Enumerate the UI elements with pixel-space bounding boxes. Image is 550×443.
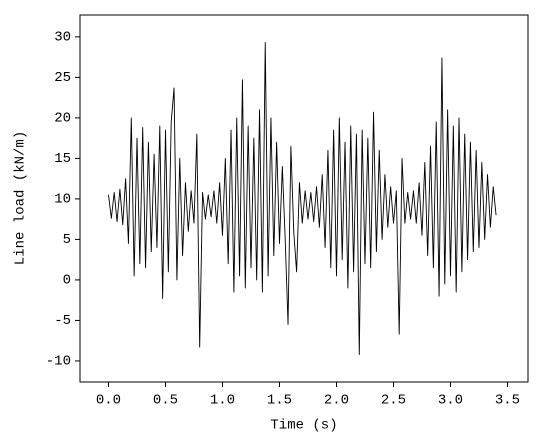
y-tick-label: -10 <box>46 354 71 370</box>
y-tick-label: 25 <box>54 70 71 86</box>
x-tick-label: 3.0 <box>438 393 463 409</box>
y-tick-label: 5 <box>63 232 71 248</box>
x-tick-label: 3.5 <box>495 393 520 409</box>
x-tick-label: 1.5 <box>267 393 292 409</box>
x-tick-label: 0.0 <box>96 393 121 409</box>
x-axis-label: Time (s) <box>270 418 337 434</box>
y-tick-label: 15 <box>54 151 71 167</box>
x-tick-label: 2.0 <box>324 393 349 409</box>
x-tick-label: 1.0 <box>210 393 235 409</box>
x-tick-label: 0.5 <box>153 393 178 409</box>
y-axis-label: Line load (kN/m) <box>13 131 29 265</box>
y-tick-label: 20 <box>54 111 71 127</box>
y-tick-label: 30 <box>54 30 71 46</box>
y-tick-label: -5 <box>54 313 71 329</box>
y-tick-label: 0 <box>63 273 71 289</box>
plot-frame <box>79 14 529 383</box>
y-tick-label: 10 <box>54 192 71 208</box>
data-line <box>108 42 497 355</box>
x-tick-label: 2.5 <box>381 393 406 409</box>
